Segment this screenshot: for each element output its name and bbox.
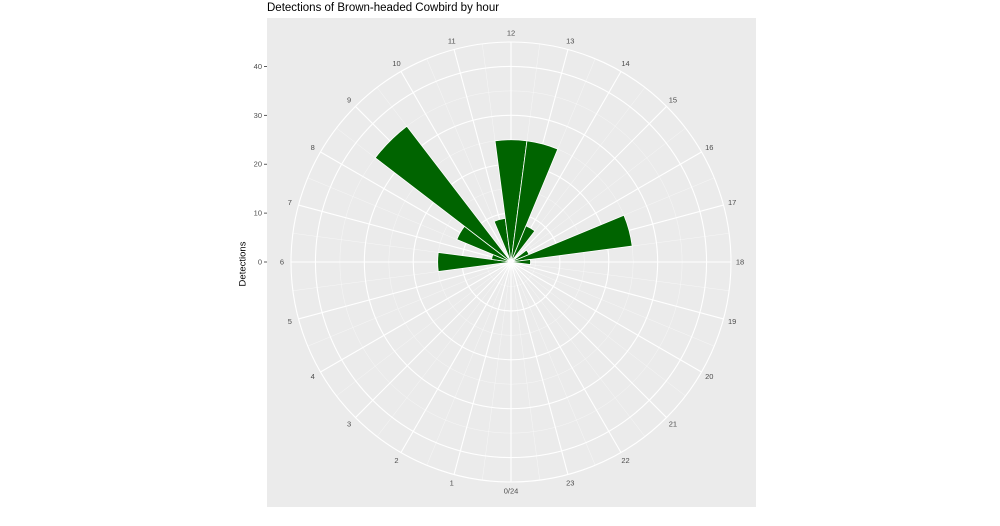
grid-minor-spoke — [510, 261, 730, 291]
grid-minor-spoke — [510, 127, 686, 263]
grid-minor-spoke — [510, 261, 646, 437]
hour-label-12: 12 — [507, 29, 515, 38]
hour-label-7: 7 — [288, 198, 292, 207]
chart-title: Detections of Brown-headed Cowbird by ho… — [267, 2, 500, 14]
grid-minor-spoke — [510, 261, 596, 466]
hour-label-13: 13 — [566, 36, 574, 45]
grid-spoke — [453, 261, 512, 475]
hour-label-14: 14 — [621, 59, 629, 68]
hour-label-19: 19 — [728, 317, 736, 326]
grid-minor-spoke — [510, 261, 715, 347]
bar-hour-18 — [510, 259, 531, 265]
hour-label-4: 4 — [311, 372, 315, 381]
grid-minor-spoke — [510, 261, 540, 481]
bars-group — [374, 125, 633, 273]
hour-label-20: 20 — [705, 372, 713, 381]
hour-label-18: 18 — [736, 258, 744, 267]
hour-label-6: 6 — [280, 258, 284, 267]
hour-label-3: 3 — [347, 419, 351, 428]
grid-spoke — [355, 261, 512, 418]
hour-label-5: 5 — [288, 317, 292, 326]
y-tick-label-0: 0 — [258, 258, 262, 267]
grid-spoke — [400, 71, 512, 263]
y-tick-label-40: 40 — [254, 62, 262, 71]
bar-hour-6 — [437, 251, 512, 273]
bar-hour-13 — [510, 140, 559, 263]
grid-spoke — [298, 204, 512, 263]
grid-spoke — [320, 261, 512, 373]
hour-label-16: 16 — [705, 143, 713, 152]
hour-label-1: 1 — [450, 479, 454, 488]
grid-minor-spoke — [376, 261, 512, 437]
hour-label-2: 2 — [394, 456, 398, 465]
bar-hour-17 — [510, 214, 633, 263]
hour-label-11: 11 — [448, 36, 456, 45]
hour-label-23: 23 — [566, 479, 574, 488]
bar-hour-9 — [374, 125, 512, 263]
hour-label-9: 9 — [347, 96, 351, 105]
y-tick-label-10: 10 — [254, 209, 262, 218]
grid-spoke — [510, 261, 569, 475]
hour-label-21: 21 — [669, 419, 677, 428]
grid-minor-spoke — [426, 261, 512, 466]
bar-hour-14 — [510, 225, 536, 263]
y-tick-label-20: 20 — [254, 160, 262, 169]
hour-label-8: 8 — [311, 143, 315, 152]
grid-minor-spoke — [307, 261, 512, 347]
y-axis-ticks: 0 10 20 30 40 — [254, 62, 267, 267]
grid-minor-spoke — [510, 261, 686, 397]
grid-minor-spoke — [482, 261, 512, 481]
grid-spoke — [510, 106, 667, 263]
grid-spoke — [298, 261, 512, 320]
y-tick-label-30: 30 — [254, 111, 262, 120]
grid-spoke — [510, 151, 702, 263]
hour-label-17: 17 — [728, 198, 736, 207]
grid-spoke — [510, 261, 724, 320]
hour-label-0: 0/24 — [504, 487, 519, 496]
grid-spoke — [510, 261, 622, 453]
grid-minor-spoke — [336, 261, 512, 397]
grid-spoke — [400, 261, 512, 453]
hour-label-10: 10 — [392, 59, 400, 68]
grid-spoke — [510, 261, 667, 418]
hour-label-15: 15 — [669, 96, 677, 105]
hour-label-22: 22 — [621, 456, 629, 465]
hour-tick-labels: 0/24123456789101112131415161718192021222… — [280, 29, 744, 496]
grid-spoke — [510, 261, 702, 373]
